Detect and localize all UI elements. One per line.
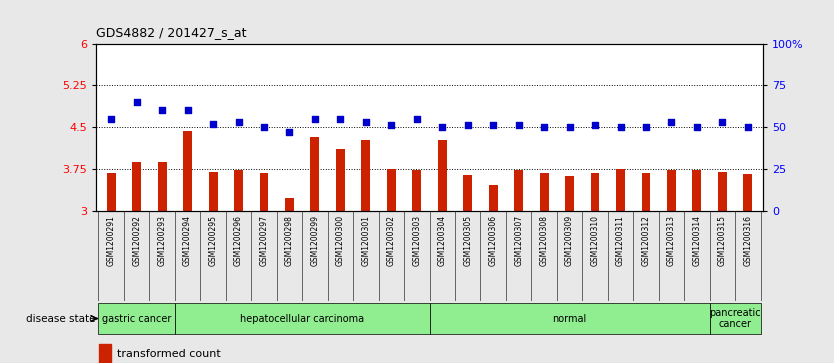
Bar [234,170,243,211]
Bar [489,185,498,211]
Point [258,124,271,130]
Text: disease state: disease state [26,314,95,323]
Point [614,124,627,130]
Bar [361,140,370,211]
Bar [175,303,430,334]
Text: GSM1200310: GSM1200310 [590,215,600,266]
Point [741,124,755,130]
Point [359,119,373,125]
Point [512,122,525,128]
Bar [99,344,111,363]
Text: GSM1200297: GSM1200297 [259,215,269,266]
Bar [183,131,192,211]
Text: GSM1200315: GSM1200315 [718,215,727,266]
Text: GSM1200292: GSM1200292 [132,215,141,266]
Bar [710,303,761,334]
Bar [616,169,625,211]
Text: GSM1200302: GSM1200302 [387,215,396,266]
Point [563,124,576,130]
Text: transformed count: transformed count [118,349,221,359]
Text: GSM1200301: GSM1200301 [361,215,370,266]
Point [588,122,601,128]
Text: GSM1200299: GSM1200299 [310,215,319,266]
Bar [208,172,218,211]
Text: GSM1200309: GSM1200309 [565,215,574,266]
Point [206,121,219,127]
Text: GSM1200293: GSM1200293 [158,215,167,266]
Text: GSM1200308: GSM1200308 [540,215,549,266]
Point [334,116,347,122]
Point [410,116,424,122]
Point [384,122,398,128]
Bar [463,175,472,211]
Point [665,119,678,125]
Bar [412,170,421,211]
Bar [158,162,167,211]
Text: GSM1200311: GSM1200311 [616,215,625,266]
Bar [107,173,116,211]
Text: GSM1200314: GSM1200314 [692,215,701,266]
Bar [515,171,523,211]
Bar [692,170,701,211]
Text: GSM1200312: GSM1200312 [641,215,651,266]
Point [232,119,245,125]
Text: GSM1200296: GSM1200296 [234,215,243,266]
Text: normal: normal [552,314,586,323]
Text: gastric cancer: gastric cancer [102,314,171,323]
Bar [718,172,726,211]
Bar [133,162,141,211]
Bar [438,140,447,211]
Point [283,129,296,135]
Text: GSM1200300: GSM1200300 [336,215,345,266]
Point [181,107,194,113]
Point [716,119,729,125]
Text: GSM1200307: GSM1200307 [514,215,523,266]
Bar [743,174,752,211]
Point [155,107,168,113]
Point [309,116,322,122]
Text: hepatocellular carcinoma: hepatocellular carcinoma [240,314,364,323]
Text: pancreatic
cancer: pancreatic cancer [709,308,761,329]
Text: GSM1200295: GSM1200295 [208,215,218,266]
Point [435,124,449,130]
Bar [387,169,396,211]
Text: GSM1200306: GSM1200306 [489,215,498,266]
Text: GSM1200313: GSM1200313 [667,215,676,266]
Text: GSM1200291: GSM1200291 [107,215,116,266]
Bar [590,173,600,211]
Bar [430,303,710,334]
Bar [259,173,269,211]
Point [461,122,475,128]
Bar [336,149,344,211]
Bar [98,303,175,334]
Bar [565,176,574,211]
Point [537,124,550,130]
Text: GSM1200304: GSM1200304 [438,215,447,266]
Point [486,122,500,128]
Text: GSM1200303: GSM1200303 [412,215,421,266]
Text: GSM1200305: GSM1200305 [463,215,472,266]
Point [130,99,143,105]
Point [691,124,704,130]
Bar [540,173,549,211]
Bar [310,136,319,211]
Point [104,116,118,122]
Text: GSM1200294: GSM1200294 [183,215,192,266]
Bar [667,171,676,211]
Text: GDS4882 / 201427_s_at: GDS4882 / 201427_s_at [96,26,246,39]
Bar [641,173,651,211]
Bar [285,198,294,211]
Text: GSM1200316: GSM1200316 [743,215,752,266]
Text: GSM1200298: GSM1200298 [285,215,294,266]
Point [640,124,653,130]
